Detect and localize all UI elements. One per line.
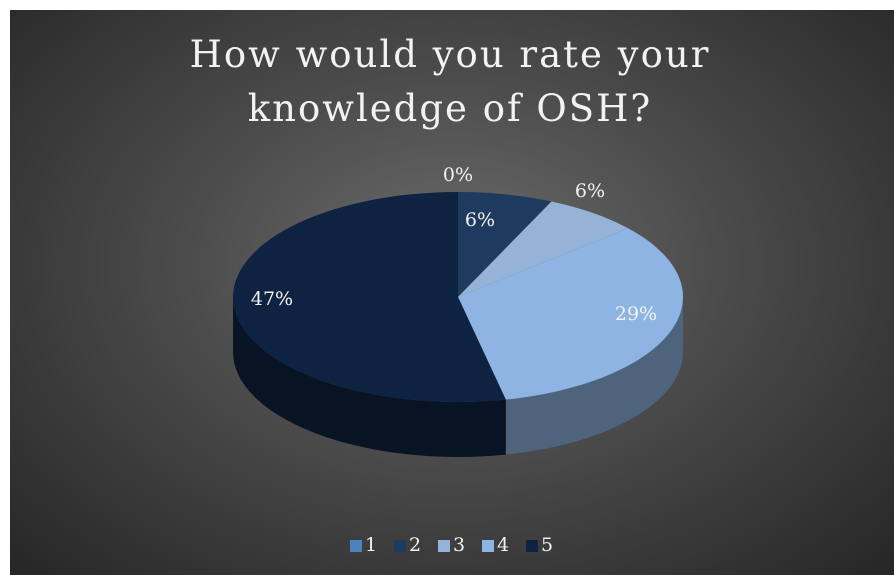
data-label: 6% <box>465 209 495 231</box>
legend-swatch <box>526 540 538 552</box>
data-label: 29% <box>615 303 657 325</box>
pie-slice <box>458 228 683 400</box>
legend-label: 2 <box>409 534 421 556</box>
legend-swatch <box>438 540 450 552</box>
legend-swatch <box>482 540 494 552</box>
legend-label: 3 <box>453 534 465 556</box>
legend-swatch <box>394 540 406 552</box>
legend-swatch <box>350 540 362 552</box>
data-label: 47% <box>251 288 293 310</box>
data-label: 6% <box>575 180 605 202</box>
pie-slice <box>458 201 629 297</box>
pie-side <box>233 297 506 457</box>
data-label: 0% <box>443 164 473 186</box>
pie-slice <box>458 192 552 297</box>
pie-side <box>505 297 683 455</box>
legend-label: 4 <box>497 534 509 556</box>
legend-label: 5 <box>541 534 553 556</box>
pie-slice <box>233 192 506 402</box>
legend-label: 1 <box>365 534 377 556</box>
chart-title: How would you rate your knowledge of OSH… <box>189 33 711 130</box>
